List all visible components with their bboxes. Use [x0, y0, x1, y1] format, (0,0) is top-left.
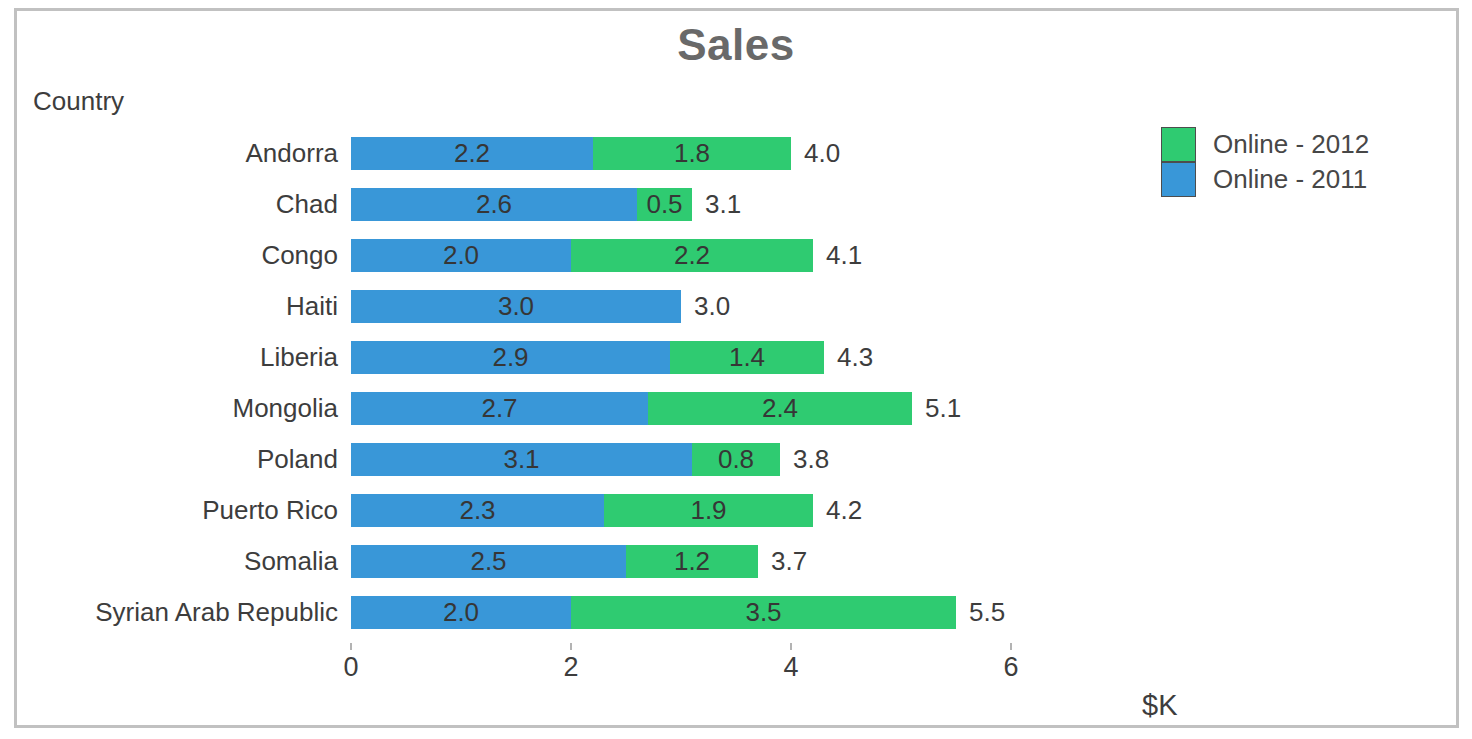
x-axis-tick-mark	[1010, 643, 1012, 650]
x-axis-tick-mark	[570, 643, 572, 650]
legend-label: Online - 2012	[1213, 127, 1369, 162]
legend-label: Online - 2011	[1213, 162, 1367, 197]
legend-item[interactable]: Online - 2012	[1161, 127, 1369, 162]
x-axis-tick-label: 2	[541, 652, 601, 683]
chart-canvas: Sales Country Andorra2.21.84.0Chad2.60.5…	[0, 0, 1472, 739]
x-axis-tick-mark	[350, 643, 352, 650]
x-axis: 0 2 4 6	[0, 0, 1472, 739]
legend-swatch	[1161, 127, 1196, 162]
x-axis-tick-label: 6	[981, 652, 1041, 683]
x-axis-unit-label: $K	[1142, 689, 1177, 722]
x-axis-tick-mark	[790, 643, 792, 650]
x-axis-tick-label: 4	[761, 652, 821, 683]
legend-swatch	[1161, 162, 1196, 197]
x-axis-tick-label: 0	[321, 652, 381, 683]
legend-item[interactable]: Online - 2011	[1161, 162, 1369, 197]
legend: Online - 2012Online - 2011	[1161, 127, 1369, 197]
